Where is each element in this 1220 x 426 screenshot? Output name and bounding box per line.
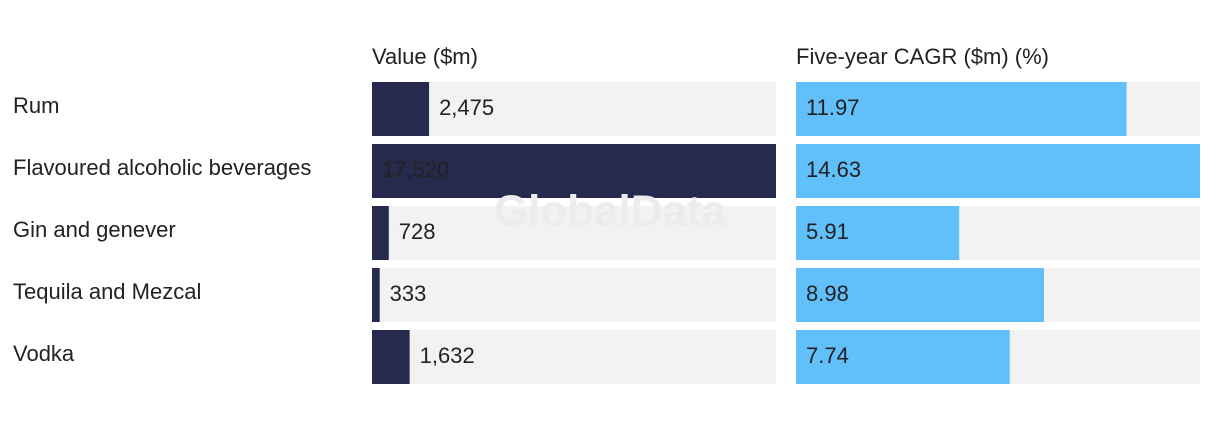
data-label: 333 bbox=[390, 281, 427, 306]
bar bbox=[796, 268, 1044, 322]
bar bbox=[796, 206, 960, 260]
category-label: Flavoured alcoholic beverages bbox=[13, 155, 311, 180]
data-label: 1,632 bbox=[420, 343, 475, 368]
bar bbox=[372, 268, 380, 322]
category-label: Rum bbox=[13, 93, 59, 118]
data-label: 2,475 bbox=[439, 95, 494, 120]
data-label: 14.63 bbox=[806, 157, 861, 182]
bar bbox=[372, 144, 776, 198]
bar bbox=[372, 82, 430, 136]
category-label: Vodka bbox=[13, 341, 75, 366]
data-label: 5.91 bbox=[806, 219, 849, 244]
bar-track bbox=[372, 82, 776, 136]
bar bbox=[372, 206, 389, 260]
data-label: 8.98 bbox=[806, 281, 849, 306]
panel-header: Five-year CAGR ($m) (%) bbox=[796, 44, 1049, 69]
bar bbox=[796, 144, 1200, 198]
bar bbox=[796, 82, 1127, 136]
data-label: 7.74 bbox=[806, 343, 849, 368]
category-label: Tequila and Mezcal bbox=[13, 279, 201, 304]
data-label: 728 bbox=[399, 219, 436, 244]
data-label: 11.97 bbox=[806, 95, 859, 120]
bar-track bbox=[372, 268, 776, 322]
bar bbox=[372, 330, 410, 384]
data-label: 17,520 bbox=[382, 157, 449, 182]
panel-header: Value ($m) bbox=[372, 44, 478, 69]
bar-track bbox=[372, 206, 776, 260]
category-label: Gin and genever bbox=[13, 217, 176, 242]
bar bbox=[796, 330, 1010, 384]
bar-track bbox=[372, 330, 776, 384]
watermark: GlobalData bbox=[494, 187, 727, 236]
